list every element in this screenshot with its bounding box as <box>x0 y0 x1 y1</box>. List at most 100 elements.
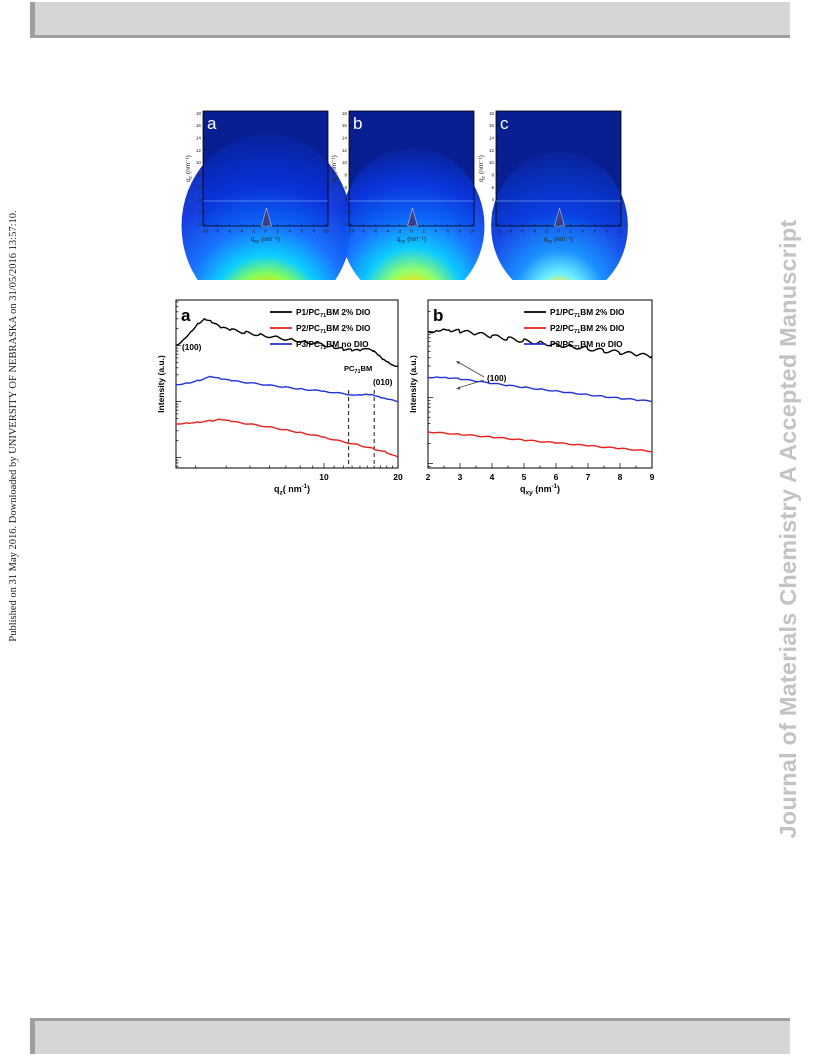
x-tick-label: 10 <box>323 229 329 234</box>
label-part: xy <box>548 239 553 244</box>
label-part: xy <box>255 239 260 244</box>
y-tick-label: 14 <box>196 135 202 140</box>
label-part: P2/PC <box>550 323 574 333</box>
label-part: (nm⁻¹) <box>478 155 485 174</box>
y-tick-label: 10 <box>196 160 202 165</box>
label-part: 71 <box>574 329 580 335</box>
label-part: P1/PC <box>550 307 574 317</box>
y-tick-label: 4 <box>198 197 201 202</box>
label-part: P1/PC <box>296 307 320 317</box>
x-tick-label: -2 <box>544 229 549 234</box>
annotation-pcbm: PC71BM <box>344 364 372 375</box>
y-tick-label: 18 <box>196 111 202 116</box>
x-tick-label: 8 <box>459 229 462 234</box>
label-part: z <box>279 490 283 497</box>
label-part: (nm⁻¹) <box>554 236 573 243</box>
x-tick-label: -8 <box>215 229 220 234</box>
x-tick-label: 20 <box>393 472 403 482</box>
label-part: q <box>478 178 485 182</box>
label-part: ) <box>307 484 310 494</box>
y-tick-label: 18 <box>489 111 495 116</box>
giwaxs-panel-label: c <box>500 114 509 133</box>
label-part: 71 <box>320 329 326 335</box>
label-part: q <box>397 236 401 243</box>
label-part: 71 <box>320 313 326 319</box>
label-part: ) <box>557 484 560 494</box>
y-tick-label: 4 <box>344 197 347 202</box>
label-part: P3/PC <box>550 339 574 349</box>
x-tick-label: 10 <box>469 229 475 234</box>
label-part: BM 2% DIO <box>326 323 371 333</box>
x-tick-label: -4 <box>239 229 244 234</box>
y-tick-label: 2 <box>344 209 347 214</box>
panel-label: a <box>181 306 191 325</box>
y-tick-label: 4 <box>491 197 494 202</box>
annotation-010: (010) <box>373 377 393 387</box>
y-tick-label: 14 <box>489 135 495 140</box>
label-part: q <box>185 178 192 182</box>
x-tick-label: 6 <box>301 229 304 234</box>
arrow-head <box>456 386 461 390</box>
y-tick-label: 6 <box>344 185 347 190</box>
y-tick-label: 2 <box>198 209 201 214</box>
x-tick-label: 3 <box>458 472 463 482</box>
beamstop-shadow <box>554 207 565 227</box>
label-part: xy <box>525 490 533 497</box>
series-line-2 <box>175 418 399 459</box>
label-part: ( nm <box>283 484 302 494</box>
series-line-3 <box>176 375 399 403</box>
y-tick-label: 18 <box>342 111 348 116</box>
x-tick-label: 10 <box>319 472 329 482</box>
x-tick-label: 4 <box>434 229 437 234</box>
label-part: q <box>251 236 255 243</box>
giwaxs-x-axis-label: qxy (nm⁻¹) <box>251 236 280 244</box>
y-tick-label: 14 <box>342 135 348 140</box>
giwaxs-y-axis-label: qz(nm⁻¹) <box>185 155 193 182</box>
x-tick-label: 2 <box>276 229 279 234</box>
x-tick-label: 6 <box>447 229 450 234</box>
label-part: P2/PC <box>296 323 320 333</box>
x-tick-label: 2 <box>569 229 572 234</box>
label-part: xy <box>401 239 406 244</box>
x-tick-label: 2 <box>422 229 425 234</box>
label-part: BM 2% DIO <box>580 323 625 333</box>
legend-entry: P3/PC71BM no DIO <box>550 339 623 351</box>
y-tick-label: 10 <box>342 160 348 165</box>
label-part: (nm⁻¹) <box>331 155 338 174</box>
label-part: q <box>274 484 280 494</box>
x-axis-label: qxy (nm-1) <box>520 484 560 497</box>
label-part: (nm <box>533 484 552 494</box>
y-tick-label: 16 <box>489 123 495 128</box>
giwaxs-x-axis-label: qxy (nm⁻¹) <box>544 236 573 244</box>
label-part: BM no DIO <box>326 339 369 349</box>
x-tick-label: -10 <box>348 229 355 234</box>
label-part: (nm⁻¹) <box>261 236 280 243</box>
label-part: PC <box>344 364 355 373</box>
series-line-3 <box>427 376 652 403</box>
x-tick-label: 6 <box>594 229 597 234</box>
y-tick-label: 8 <box>491 172 494 177</box>
y-tick-label: 10 <box>489 160 495 165</box>
x-tick-label: -8 <box>508 229 513 234</box>
x-tick-label: 10 <box>616 229 622 234</box>
x-tick-label: -4 <box>532 229 537 234</box>
label-part: q <box>544 236 548 243</box>
x-tick-label: 6 <box>554 472 559 482</box>
x-tick-label: 9 <box>650 472 655 482</box>
label-part: P3/PC <box>296 339 320 349</box>
y-tick-label: 6 <box>198 185 201 190</box>
label-part: z <box>481 175 486 178</box>
label-part: (nm⁻¹) <box>407 236 426 243</box>
label-part: -1 <box>552 484 558 490</box>
y-tick-label: 12 <box>342 148 348 153</box>
x-tick-label: 8 <box>313 229 316 234</box>
y-tick-label: 8 <box>198 172 201 177</box>
label-part: 71 <box>320 345 326 351</box>
legend-entry: P2/PC71BM 2% DIO <box>550 323 625 335</box>
footer-bar <box>30 1018 790 1054</box>
